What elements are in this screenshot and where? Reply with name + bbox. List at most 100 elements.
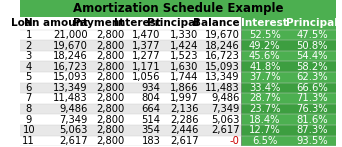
Text: Interest: Interest bbox=[241, 18, 288, 28]
Text: 18,246: 18,246 bbox=[205, 41, 240, 51]
Text: 2,800: 2,800 bbox=[96, 51, 124, 61]
Text: 76.3%: 76.3% bbox=[297, 104, 328, 114]
Text: 1,744: 1,744 bbox=[170, 72, 198, 82]
Text: 15,093: 15,093 bbox=[205, 62, 240, 72]
Text: 1,171: 1,171 bbox=[132, 62, 161, 72]
Text: Amortization Schedule Example: Amortization Schedule Example bbox=[73, 2, 283, 15]
Text: 2,617: 2,617 bbox=[211, 125, 240, 135]
Text: N: N bbox=[24, 18, 33, 28]
Text: 664: 664 bbox=[142, 104, 161, 114]
Text: 47.5%: 47.5% bbox=[297, 30, 328, 40]
Text: 93.5%: 93.5% bbox=[297, 136, 328, 146]
Bar bbox=[20, 51, 241, 61]
Text: 50.8%: 50.8% bbox=[297, 41, 328, 51]
Text: 16,723: 16,723 bbox=[53, 62, 88, 72]
Text: 2,800: 2,800 bbox=[96, 93, 124, 103]
Text: 2,800: 2,800 bbox=[96, 30, 124, 40]
Bar bbox=[241, 61, 336, 72]
Text: 3: 3 bbox=[26, 51, 32, 61]
Text: 8: 8 bbox=[26, 104, 32, 114]
Text: 28.7%: 28.7% bbox=[249, 93, 281, 103]
Bar bbox=[20, 30, 241, 40]
Text: 87.3%: 87.3% bbox=[297, 125, 328, 135]
Text: 16,723: 16,723 bbox=[205, 51, 240, 61]
Bar bbox=[241, 83, 336, 93]
Text: 15,093: 15,093 bbox=[53, 72, 88, 82]
Text: 1,330: 1,330 bbox=[170, 30, 198, 40]
Text: 37.7%: 37.7% bbox=[249, 72, 281, 82]
Bar bbox=[20, 125, 241, 136]
Text: 11: 11 bbox=[22, 136, 35, 146]
Bar bbox=[241, 40, 336, 51]
Text: 7,349: 7,349 bbox=[211, 104, 240, 114]
Text: 2,800: 2,800 bbox=[96, 72, 124, 82]
Text: 18.4%: 18.4% bbox=[249, 115, 280, 125]
Text: 19,670: 19,670 bbox=[205, 30, 240, 40]
Text: 41.8%: 41.8% bbox=[249, 62, 280, 72]
Text: 4: 4 bbox=[26, 62, 32, 72]
Text: 19,670: 19,670 bbox=[53, 41, 88, 51]
Text: 1: 1 bbox=[26, 30, 32, 40]
Text: 9,486: 9,486 bbox=[60, 104, 88, 114]
Text: 1,277: 1,277 bbox=[132, 51, 161, 61]
Text: Principal: Principal bbox=[147, 18, 198, 28]
Text: Loan amount: Loan amount bbox=[11, 18, 88, 28]
Text: 7: 7 bbox=[26, 93, 32, 103]
Text: 2: 2 bbox=[26, 41, 32, 51]
Text: 23.7%: 23.7% bbox=[249, 104, 281, 114]
Text: 13,349: 13,349 bbox=[205, 72, 240, 82]
Text: 58.2%: 58.2% bbox=[297, 62, 328, 72]
Text: 66.6%: 66.6% bbox=[297, 83, 328, 93]
Text: 2,617: 2,617 bbox=[170, 136, 198, 146]
Text: 33.4%: 33.4% bbox=[249, 83, 280, 93]
Text: 62.3%: 62.3% bbox=[297, 72, 328, 82]
Text: 9,486: 9,486 bbox=[211, 93, 240, 103]
Text: 5,063: 5,063 bbox=[211, 115, 240, 125]
Text: 354: 354 bbox=[142, 125, 161, 135]
Bar bbox=[241, 17, 336, 30]
Text: 7,349: 7,349 bbox=[60, 115, 88, 125]
Text: 49.2%: 49.2% bbox=[249, 41, 281, 51]
Text: 1,523: 1,523 bbox=[170, 51, 198, 61]
Text: 1,630: 1,630 bbox=[170, 62, 198, 72]
Bar bbox=[241, 93, 336, 104]
Text: 11,483: 11,483 bbox=[205, 83, 240, 93]
Bar bbox=[20, 104, 241, 114]
Text: 18,246: 18,246 bbox=[53, 51, 88, 61]
Bar bbox=[241, 125, 336, 136]
Bar bbox=[241, 51, 336, 61]
Text: 1,997: 1,997 bbox=[170, 93, 198, 103]
Text: Balance: Balance bbox=[193, 18, 240, 28]
Bar bbox=[20, 136, 241, 146]
Text: 2,800: 2,800 bbox=[96, 83, 124, 93]
Text: 2,136: 2,136 bbox=[170, 104, 198, 114]
Text: 2,800: 2,800 bbox=[96, 136, 124, 146]
Text: 6.5%: 6.5% bbox=[252, 136, 278, 146]
Text: 5,063: 5,063 bbox=[60, 125, 88, 135]
Bar bbox=[20, 114, 241, 125]
Bar bbox=[241, 72, 336, 83]
Text: 71.3%: 71.3% bbox=[297, 93, 328, 103]
Text: 1,424: 1,424 bbox=[170, 41, 198, 51]
Text: 2,800: 2,800 bbox=[96, 115, 124, 125]
Bar bbox=[241, 30, 336, 40]
Bar bbox=[20, 72, 241, 83]
Text: 1,056: 1,056 bbox=[132, 72, 161, 82]
Bar bbox=[241, 104, 336, 114]
Text: 2,800: 2,800 bbox=[96, 125, 124, 135]
Text: 2,800: 2,800 bbox=[96, 41, 124, 51]
Text: 6: 6 bbox=[26, 83, 32, 93]
Text: -0: -0 bbox=[230, 136, 240, 146]
Text: 13,349: 13,349 bbox=[53, 83, 88, 93]
Text: 10: 10 bbox=[22, 125, 35, 135]
Bar bbox=[20, 61, 241, 72]
Text: 514: 514 bbox=[142, 115, 161, 125]
Text: 2,286: 2,286 bbox=[170, 115, 198, 125]
Text: 1,470: 1,470 bbox=[132, 30, 161, 40]
Text: 11,483: 11,483 bbox=[53, 93, 88, 103]
Bar bbox=[20, 40, 241, 51]
Text: 81.6%: 81.6% bbox=[297, 115, 328, 125]
Text: 2,800: 2,800 bbox=[96, 104, 124, 114]
Text: 2,446: 2,446 bbox=[170, 125, 198, 135]
Text: 804: 804 bbox=[142, 93, 161, 103]
